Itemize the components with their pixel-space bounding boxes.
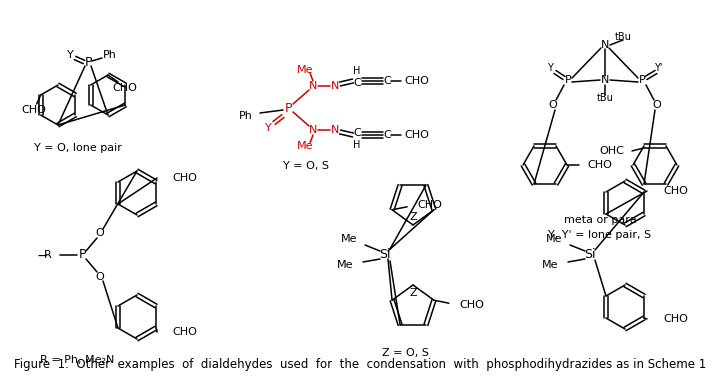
Text: R: R [44, 250, 52, 260]
Text: CHO: CHO [405, 130, 429, 140]
Text: CHO: CHO [459, 300, 484, 310]
Text: meta or para: meta or para [564, 215, 636, 225]
Text: CHO: CHO [172, 173, 197, 183]
Text: Me: Me [336, 260, 353, 270]
Text: Me: Me [546, 234, 562, 244]
Text: tBu: tBu [597, 93, 613, 103]
Text: −: − [37, 249, 48, 263]
Text: Me: Me [297, 65, 313, 75]
Text: Me: Me [341, 234, 357, 244]
Text: Z: Z [409, 288, 417, 298]
Text: P: P [284, 101, 292, 115]
Text: P: P [639, 75, 645, 85]
Text: OHC: OHC [599, 146, 624, 156]
Text: N: N [330, 81, 339, 91]
Text: H: H [354, 140, 361, 150]
Text: O: O [96, 228, 104, 238]
Text: O: O [652, 100, 662, 110]
Text: CHO: CHO [405, 76, 429, 86]
Text: Y, Y' = lone pair, S: Y, Y' = lone pair, S [549, 230, 652, 240]
Text: CHO: CHO [663, 186, 688, 196]
Text: Si: Si [584, 248, 595, 261]
Text: Z = O, S: Z = O, S [382, 348, 428, 358]
Text: C: C [383, 76, 391, 86]
Text: Si: Si [379, 248, 391, 261]
Text: Y: Y [67, 50, 73, 60]
Text: Y: Y [265, 123, 271, 133]
Text: CHO: CHO [112, 83, 138, 93]
Text: CHO: CHO [587, 160, 612, 170]
Text: Y: Y [547, 63, 553, 73]
Text: Y = O, lone pair: Y = O, lone pair [34, 143, 122, 153]
Text: Z: Z [409, 212, 417, 222]
Text: O: O [96, 272, 104, 282]
Text: Me: Me [297, 141, 313, 151]
Text: CHO: CHO [22, 105, 46, 115]
Text: C: C [383, 130, 391, 140]
Text: Y = O, S: Y = O, S [283, 161, 329, 171]
Text: CHO: CHO [663, 314, 688, 324]
Text: R = Ph, Me₂N: R = Ph, Me₂N [40, 355, 114, 365]
Text: Ph: Ph [103, 50, 117, 60]
Text: Ph: Ph [239, 111, 253, 121]
Text: N: N [600, 75, 609, 85]
Text: Figure  1.  Other  examples  of  dialdehydes  used  for  the  condensation  with: Figure 1. Other examples of dialdehydes … [14, 358, 706, 371]
Text: N: N [309, 125, 318, 135]
Text: N: N [330, 125, 339, 135]
Text: Me: Me [541, 260, 558, 270]
Text: Y': Y' [654, 63, 662, 73]
Text: P: P [78, 248, 86, 261]
Text: N: N [600, 40, 609, 50]
Text: H: H [354, 66, 361, 76]
Text: N: N [309, 81, 318, 91]
Text: CHO: CHO [172, 327, 197, 337]
Text: P: P [564, 75, 572, 85]
Text: C: C [353, 78, 361, 88]
Text: tBu: tBu [615, 32, 631, 42]
Text: C: C [353, 128, 361, 138]
Text: O: O [549, 100, 557, 110]
Text: CHO: CHO [417, 200, 442, 210]
Text: P: P [84, 56, 91, 69]
